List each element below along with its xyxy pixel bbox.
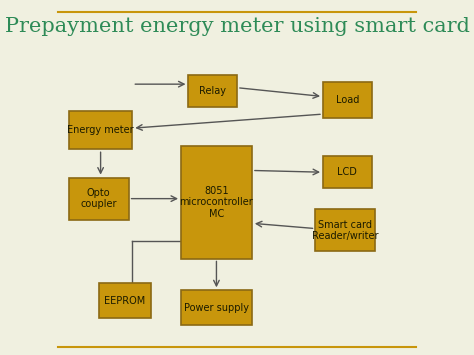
FancyBboxPatch shape [323, 156, 372, 188]
FancyBboxPatch shape [69, 110, 132, 149]
Text: 8051
microcontroller
MC: 8051 microcontroller MC [180, 186, 253, 219]
FancyBboxPatch shape [181, 146, 252, 258]
Text: Opto
coupler: Opto coupler [81, 188, 117, 209]
Text: Power supply: Power supply [184, 303, 249, 313]
Text: Load: Load [336, 95, 359, 105]
Text: Prepayment energy meter using smart card: Prepayment energy meter using smart card [5, 17, 469, 36]
FancyBboxPatch shape [99, 283, 151, 318]
Text: Relay: Relay [199, 86, 226, 96]
FancyBboxPatch shape [323, 82, 372, 118]
FancyBboxPatch shape [189, 75, 237, 107]
Text: Energy meter: Energy meter [67, 125, 134, 135]
FancyBboxPatch shape [316, 209, 375, 251]
FancyBboxPatch shape [181, 290, 252, 326]
FancyBboxPatch shape [69, 178, 128, 220]
Text: Smart card
Reader/writer: Smart card Reader/writer [312, 219, 379, 241]
Text: EEPROM: EEPROM [104, 296, 146, 306]
Text: LCD: LCD [337, 167, 357, 177]
